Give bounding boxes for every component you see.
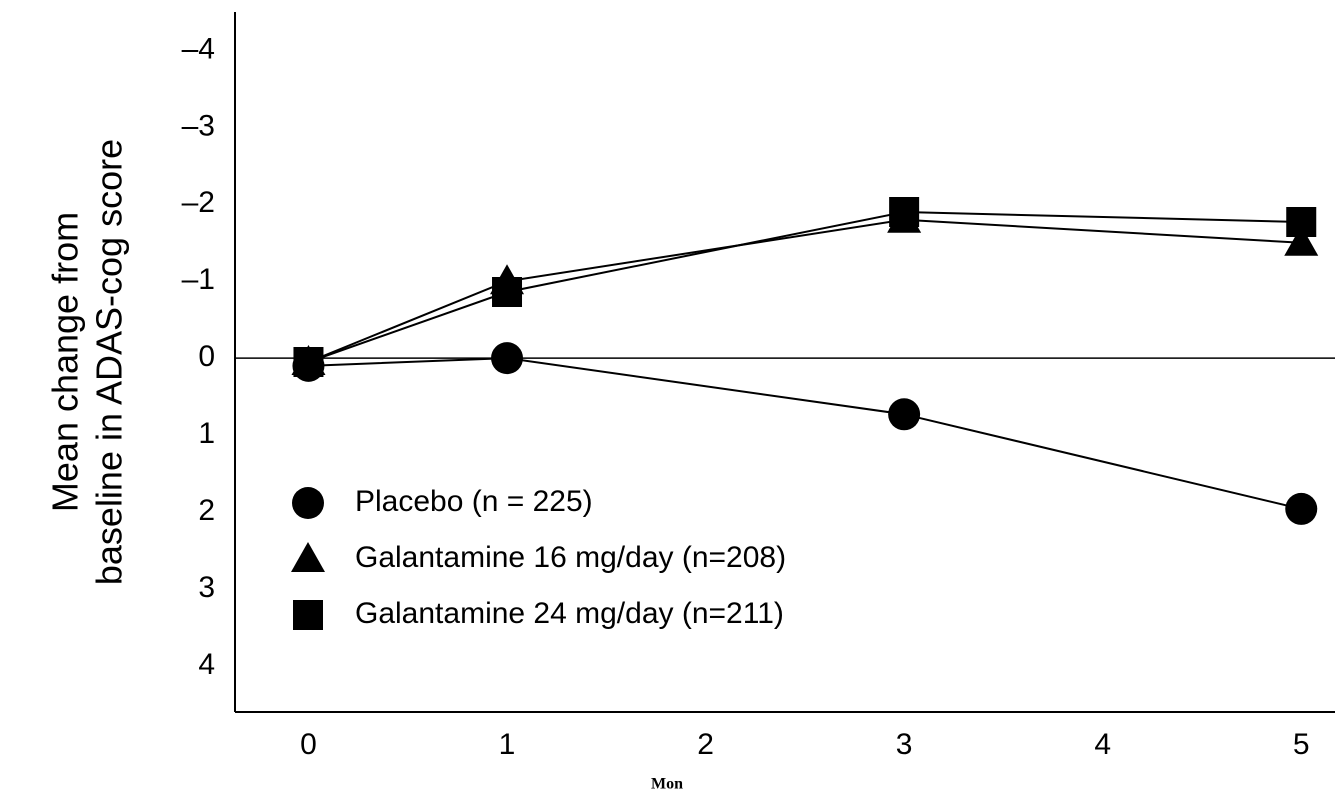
x-tick-label: 0 [300,728,317,761]
data-point [491,342,524,375]
data-point [293,347,324,377]
y-tick-label: 2 [198,494,215,527]
legend-marker [293,600,323,630]
y-tick-label: –4 [182,32,215,65]
series-line [308,210,1302,363]
legend-label: Placebo (n = 225) [355,485,593,518]
data-point [1286,207,1317,237]
y-tick-label: –3 [182,109,215,142]
y-tick-label: –2 [182,186,215,219]
legend-label: Galantamine 24 mg/day (n=211) [355,597,784,630]
y-tick-label: –1 [182,263,215,296]
x-tick-label: 4 [1094,728,1111,761]
y-axis-label-line: baseline in ADAS-cog score [89,139,130,585]
data-point [889,197,920,227]
y-tick-label: 0 [198,340,215,373]
data-point [492,277,523,307]
legend-label: Galantamine 16 mg/day (n=208) [355,541,786,574]
y-tick-label: 4 [198,648,215,681]
x-tick-label: 2 [697,728,714,761]
legend-marker [292,487,324,519]
data-point [1285,492,1318,525]
y-tick-label: 3 [198,571,215,604]
legend-marker [291,542,325,572]
x-axis-label: Mon [651,776,683,793]
x-tick-label: 5 [1293,728,1310,761]
series-line [308,357,1302,510]
y-tick-label: 1 [198,417,215,450]
y-axis-label-line: Mean change from [45,212,86,512]
y-axis-label: Mean change from baseline in ADAS-cog sc… [45,139,130,585]
x-tick-label: 3 [896,728,913,761]
x-tick-label: 1 [499,728,516,761]
data-point [888,398,921,431]
data-point [1284,225,1319,256]
series-line [308,218,1302,363]
